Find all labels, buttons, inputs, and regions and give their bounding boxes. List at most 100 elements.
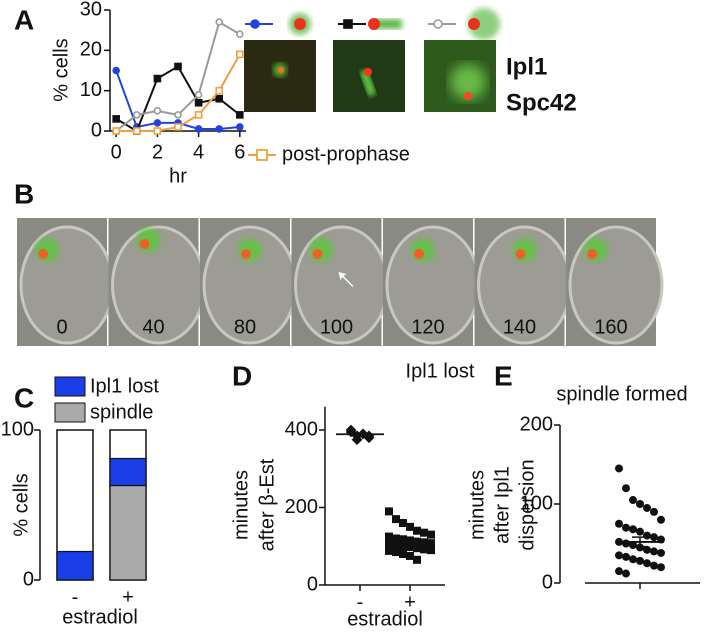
- marker: [153, 127, 162, 135]
- marker: [405, 522, 414, 531]
- spc42-signal: [38, 249, 48, 259]
- y-axis-label: minutes: [466, 470, 488, 540]
- marker: [194, 98, 203, 107]
- y-tick-label: 30: [80, 0, 102, 20]
- marker: [649, 533, 658, 542]
- x-tick-label: -: [357, 591, 364, 613]
- marker: [384, 546, 393, 555]
- ipl1-signal: [136, 228, 161, 252]
- legend-marker: [343, 19, 353, 29]
- marker: [398, 518, 407, 527]
- x-axis-label: estradiol: [347, 608, 423, 630]
- chart-title: Ipl1 lost: [406, 360, 475, 382]
- marker: [398, 542, 407, 551]
- marker: [194, 111, 203, 119]
- marker: [628, 525, 637, 534]
- ipl1-signal: [584, 238, 608, 262]
- frame-time: 140: [503, 316, 536, 338]
- y-tick-label: 200: [520, 413, 553, 435]
- marker: [215, 94, 224, 103]
- marker: [628, 555, 637, 564]
- panel-letter: C: [14, 382, 34, 413]
- panel-letter: E: [494, 360, 513, 391]
- marker: [391, 534, 400, 543]
- spc42-signal: [312, 249, 323, 259]
- marker: [656, 515, 665, 524]
- legend-label: post-prophase: [282, 143, 410, 165]
- marker: [153, 119, 162, 127]
- marker: [628, 496, 637, 505]
- marker: [412, 555, 421, 564]
- marker: [621, 569, 630, 578]
- y-tick-label: 400: [285, 418, 318, 440]
- timelapse: B 0 40 80 100 120 140 160: [14, 178, 664, 346]
- marker: [412, 544, 421, 553]
- marker: [391, 515, 400, 524]
- marker: [174, 111, 182, 119]
- marker: [153, 74, 162, 83]
- marker: [656, 548, 665, 557]
- y-axis-label: dispersion: [516, 459, 538, 550]
- marker: [194, 90, 203, 99]
- marker: [132, 127, 141, 135]
- x-tick-label: 6: [234, 141, 245, 163]
- y-tick-label: 0: [91, 119, 102, 141]
- marker: [391, 548, 400, 557]
- marker: [215, 18, 224, 26]
- marker: [384, 507, 393, 516]
- ipl1-signal: [309, 238, 334, 262]
- y-axis-label: after Ipl1: [491, 466, 513, 544]
- x-tick-label: 0: [111, 141, 122, 163]
- bar-segment: [109, 457, 147, 487]
- marker: [194, 125, 203, 133]
- marker: [153, 107, 162, 115]
- marker: [351, 434, 363, 446]
- spc42-signal: [587, 249, 597, 259]
- ipl1-signal: [512, 238, 537, 262]
- marker: [405, 551, 414, 560]
- legend-label: spindle: [90, 401, 153, 423]
- bar-segment: [56, 550, 94, 581]
- channel-label: Ipl1: [506, 53, 547, 80]
- x-tick-label: -: [72, 586, 79, 608]
- marker: [635, 527, 644, 536]
- y-axis-label: minutes: [230, 470, 252, 540]
- marker: [174, 123, 182, 131]
- marker: [112, 66, 120, 75]
- marker: [215, 86, 224, 95]
- spc42-signal: [414, 249, 424, 259]
- marker: [635, 499, 644, 508]
- chart-title: spindle formed: [556, 383, 687, 405]
- arrow: [338, 272, 354, 287]
- y-axis-label: % cells: [50, 38, 72, 101]
- x-axis-label: estradiol: [62, 606, 138, 628]
- ipl1-signal: [411, 238, 435, 262]
- image-legend: [289, 8, 500, 40]
- y-tick-label: 10: [80, 79, 102, 101]
- marker: [405, 543, 414, 552]
- marker: [621, 552, 630, 561]
- spc42-signal: [139, 239, 150, 249]
- x-tick-label: 4: [193, 141, 204, 163]
- marker: [112, 127, 120, 135]
- marker: [621, 484, 630, 493]
- spc42-signal: [241, 249, 251, 259]
- x-axis-label: hr: [169, 165, 187, 187]
- y-tick-label: 200: [285, 496, 318, 518]
- y-tick-label: 100: [1, 418, 34, 440]
- marker: [426, 530, 435, 539]
- marker: [614, 464, 623, 473]
- x-tick-label: 2: [152, 141, 163, 163]
- ipl1-signal: [238, 238, 262, 262]
- marker: [656, 563, 665, 572]
- channel-label: Spc42: [506, 89, 577, 116]
- marker: [649, 561, 658, 570]
- marker: [649, 547, 658, 556]
- marker: [236, 111, 244, 119]
- legend-swatch: [54, 402, 86, 423]
- frame-time: 80: [234, 316, 256, 338]
- marker: [398, 549, 407, 558]
- marker: [426, 546, 435, 555]
- frame-time: 120: [411, 316, 444, 338]
